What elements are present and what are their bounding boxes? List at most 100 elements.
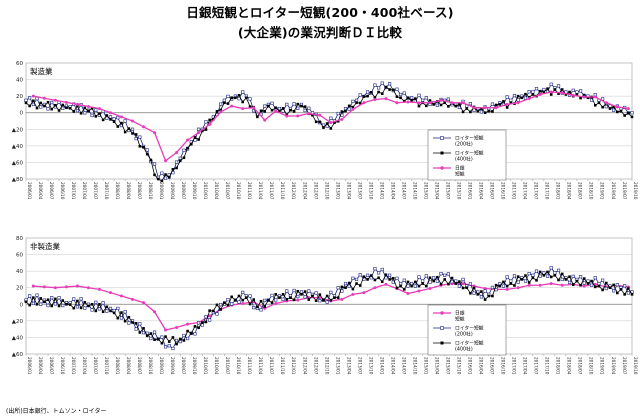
legend-label: (400社) (455, 156, 473, 163)
point-2008/10 (145, 334, 149, 338)
point-2007/09 (97, 307, 102, 311)
point-2017/10 (542, 271, 546, 275)
legend: ロイター短観(200社)ロイター短観(400社)日銀短観 (427, 129, 507, 181)
point-2011/06 (263, 298, 267, 303)
x-tick-label: 2007/04 (82, 357, 87, 375)
point-2011/03 (252, 106, 256, 110)
point-2012/09 (318, 293, 322, 296)
point-2006/08 (50, 100, 54, 105)
point-2017/05 (524, 274, 527, 277)
point-2010/12 (241, 301, 245, 305)
point-2018/07 (575, 93, 579, 96)
point-2009/02 (160, 341, 164, 345)
point-2006/04 (35, 302, 39, 306)
point-2013/12 (373, 278, 377, 282)
point-2008/08 (138, 135, 142, 139)
point-2017/06 (527, 97, 531, 101)
non-manufacturing-chart: ▲60 ▲40 ▲20 0 20 40 60 80 非製造業 2006/01 2006/04 2006… (12, 236, 638, 375)
x-tick-label: 2010/10 (236, 357, 241, 375)
point-2017/05 (524, 92, 527, 96)
point-2006/03 (31, 102, 35, 107)
point-2006/01 (24, 300, 28, 304)
point-2013/12 (373, 97, 377, 101)
point-2017/09 (538, 89, 542, 93)
point-2013/10 (366, 278, 369, 281)
point-2011/05 (259, 308, 263, 312)
point-2018/05 (568, 90, 571, 94)
point-2014/05 (391, 277, 395, 280)
point-2015/12 (461, 282, 465, 286)
point-2013/04 (344, 109, 347, 113)
point-2008/02 (116, 125, 120, 128)
point-2007/01 (68, 303, 72, 306)
point-2017/09 (538, 92, 542, 96)
series-line (25, 86, 633, 182)
point-2009/12 (197, 326, 200, 330)
point-2014/03 (384, 282, 388, 286)
point-2012/02 (292, 288, 296, 293)
point-2007/03 (75, 102, 79, 106)
point-2006/02 (28, 294, 32, 298)
x-tick-label: 2015/10 (457, 357, 462, 375)
point-2017/11 (545, 274, 550, 278)
point-2011/04 (256, 115, 259, 119)
y-tick-label: ▲40 (12, 335, 24, 341)
x-tick-label: 2016/07 (490, 357, 495, 375)
point-2008/04 (123, 310, 127, 314)
point-2018/01 (553, 88, 557, 91)
point-2009/03 (164, 328, 168, 332)
x-tick-label: 2017/07 (534, 182, 539, 200)
point-2019/01 (597, 284, 601, 288)
x-tick-label: 2006/01 (27, 357, 32, 375)
x-tick-label: 2009/10 (192, 357, 197, 375)
point-2006/11 (61, 103, 65, 107)
point-2016/01 (465, 286, 469, 290)
point-2013/09 (362, 275, 366, 278)
source-note: (出所)日本銀行、トムソン・ロイター (6, 408, 107, 415)
x-tick-label: 2011/07 (269, 357, 274, 375)
point-2014/09 (406, 100, 410, 104)
point-2007/06 (86, 105, 90, 108)
point-2006/07 (46, 298, 50, 302)
point-2009/08 (182, 156, 186, 160)
point-2017/10 (542, 90, 546, 94)
point-2007/10 (101, 310, 105, 314)
point-2008/07 (134, 322, 138, 325)
y-tick-label: 0 (20, 302, 24, 308)
point-2011/09 (274, 301, 278, 305)
point-2008/02 (116, 306, 120, 311)
point-2015/11 (457, 284, 461, 288)
point-2007/12 (108, 115, 113, 119)
point-2009/06 (175, 150, 179, 154)
point-2009/07 (178, 156, 182, 160)
point-2011/07 (267, 298, 270, 302)
point-2013/01 (333, 296, 336, 299)
legend-label: 短観 (455, 171, 465, 178)
point-2016/09 (494, 106, 498, 110)
point-2014/03 (384, 97, 388, 101)
point-2009/04 (167, 176, 171, 179)
point-2006/11 (61, 106, 65, 110)
point-2012/07 (311, 113, 314, 117)
x-tick-label: 2012/10 (324, 182, 329, 200)
point-2015/07 (443, 278, 446, 281)
point-2017/08 (534, 87, 539, 91)
point-2007/11 (105, 309, 109, 313)
point-2006/09 (53, 98, 57, 102)
point-2019/08 (623, 114, 626, 117)
point-2019/09 (626, 291, 630, 295)
point-2008/12 (153, 173, 156, 177)
point-2013/05 (347, 107, 351, 111)
point-2016/03 (472, 291, 476, 295)
x-tick-label: 2016/10 (501, 357, 506, 375)
point-2011/06 (263, 104, 267, 108)
legend-marker (440, 166, 444, 170)
point-2018/09 (582, 284, 586, 288)
x-tick-label: 2012/04 (302, 182, 307, 200)
y-tick-label: 20 (16, 94, 23, 100)
point-2019/03 (604, 286, 608, 291)
point-2012/02 (292, 102, 296, 106)
point-2016/03 (472, 286, 476, 290)
point-2013/12 (373, 83, 377, 87)
point-2007/08 (94, 300, 98, 304)
